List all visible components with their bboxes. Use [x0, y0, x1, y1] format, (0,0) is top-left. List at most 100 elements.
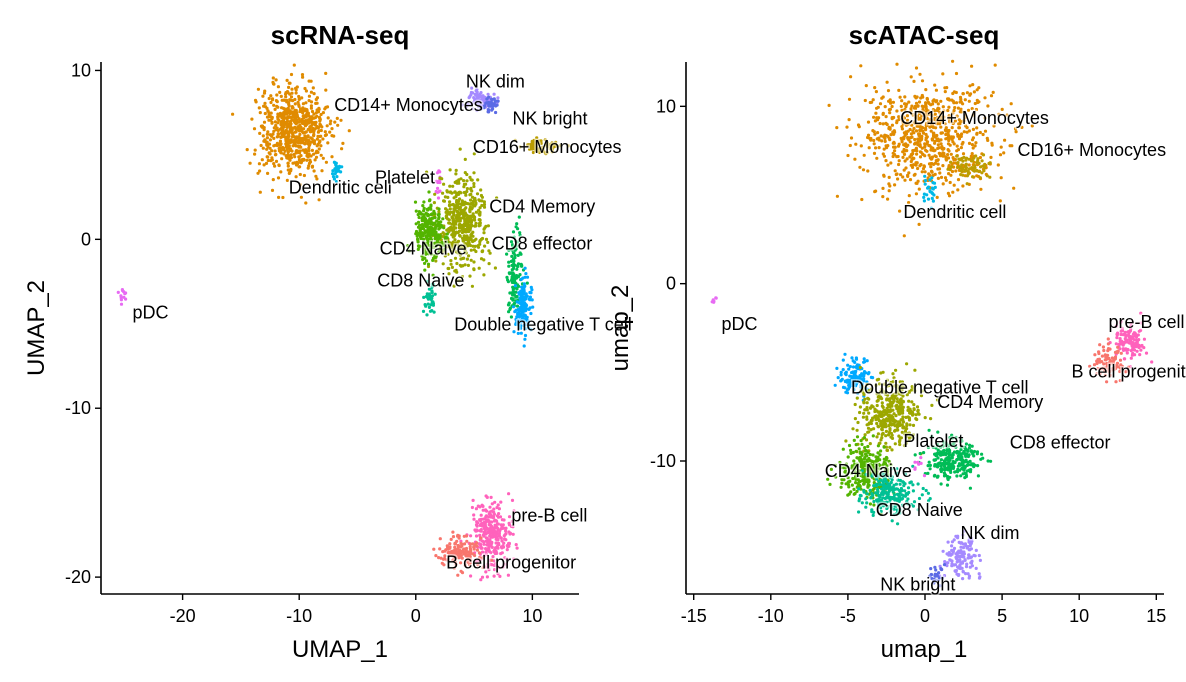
point	[841, 368, 845, 372]
point	[884, 429, 889, 433]
point	[450, 265, 454, 269]
point	[263, 89, 267, 93]
point	[867, 430, 871, 434]
point	[336, 123, 340, 127]
point	[911, 483, 915, 487]
point	[964, 163, 968, 167]
point	[488, 103, 492, 107]
point	[854, 477, 858, 481]
point	[309, 104, 313, 108]
point	[462, 256, 466, 260]
point	[933, 565, 937, 569]
point	[514, 239, 518, 243]
point	[929, 417, 933, 421]
point	[480, 503, 484, 507]
point	[465, 539, 469, 543]
point	[925, 142, 929, 146]
point	[948, 120, 952, 124]
point	[901, 405, 905, 409]
point	[1124, 370, 1128, 374]
point	[512, 557, 516, 561]
point	[446, 252, 450, 256]
point	[869, 419, 873, 423]
point	[314, 155, 319, 159]
point	[965, 562, 969, 566]
point	[711, 298, 715, 302]
point	[884, 144, 888, 148]
point	[858, 405, 863, 409]
point	[491, 532, 495, 536]
point	[459, 191, 463, 195]
point	[455, 218, 459, 222]
point	[317, 147, 321, 151]
point	[950, 98, 954, 102]
point	[935, 99, 939, 103]
point	[876, 432, 881, 436]
point	[475, 90, 479, 94]
point	[967, 157, 971, 161]
point	[518, 251, 522, 255]
point	[960, 132, 964, 136]
point	[482, 202, 487, 207]
point	[285, 100, 289, 104]
point	[452, 207, 456, 211]
point	[978, 130, 982, 135]
point	[452, 220, 456, 224]
point	[426, 302, 430, 306]
point	[882, 418, 886, 422]
point	[273, 153, 278, 157]
point	[964, 454, 968, 458]
point	[908, 407, 912, 411]
point	[968, 535, 972, 540]
point	[288, 158, 292, 162]
point	[1092, 363, 1097, 367]
point	[507, 541, 511, 545]
point	[262, 120, 267, 124]
point	[282, 118, 286, 122]
point	[849, 136, 854, 140]
point	[470, 178, 474, 182]
point	[846, 363, 850, 367]
point	[501, 565, 505, 569]
point	[989, 459, 993, 463]
point	[885, 448, 890, 452]
point	[963, 465, 967, 469]
point	[932, 132, 936, 137]
point	[935, 195, 939, 199]
point	[1098, 343, 1102, 347]
point	[983, 166, 987, 170]
point	[456, 251, 460, 255]
point	[877, 462, 881, 466]
point	[900, 402, 904, 406]
point	[482, 542, 486, 546]
point	[465, 550, 469, 554]
point	[1114, 324, 1118, 328]
point	[860, 442, 864, 446]
point	[303, 86, 307, 91]
point	[923, 182, 927, 186]
point	[281, 121, 285, 125]
point	[883, 139, 887, 143]
point	[859, 144, 863, 148]
point	[304, 89, 308, 93]
cluster-points-cd4-naive	[406, 190, 449, 277]
cluster-points-cd16-monocytes	[513, 136, 571, 156]
point	[292, 110, 296, 114]
point	[898, 482, 902, 486]
point	[857, 499, 861, 503]
point	[914, 181, 918, 185]
point	[947, 128, 951, 133]
point	[904, 130, 908, 134]
point	[296, 140, 300, 144]
point	[434, 554, 438, 558]
point	[315, 137, 319, 141]
point	[507, 523, 511, 527]
point	[928, 178, 932, 182]
point	[297, 97, 301, 101]
point	[551, 145, 555, 149]
point	[952, 460, 957, 465]
point	[975, 161, 979, 165]
point	[965, 91, 970, 95]
point	[880, 387, 884, 391]
point	[915, 122, 919, 126]
